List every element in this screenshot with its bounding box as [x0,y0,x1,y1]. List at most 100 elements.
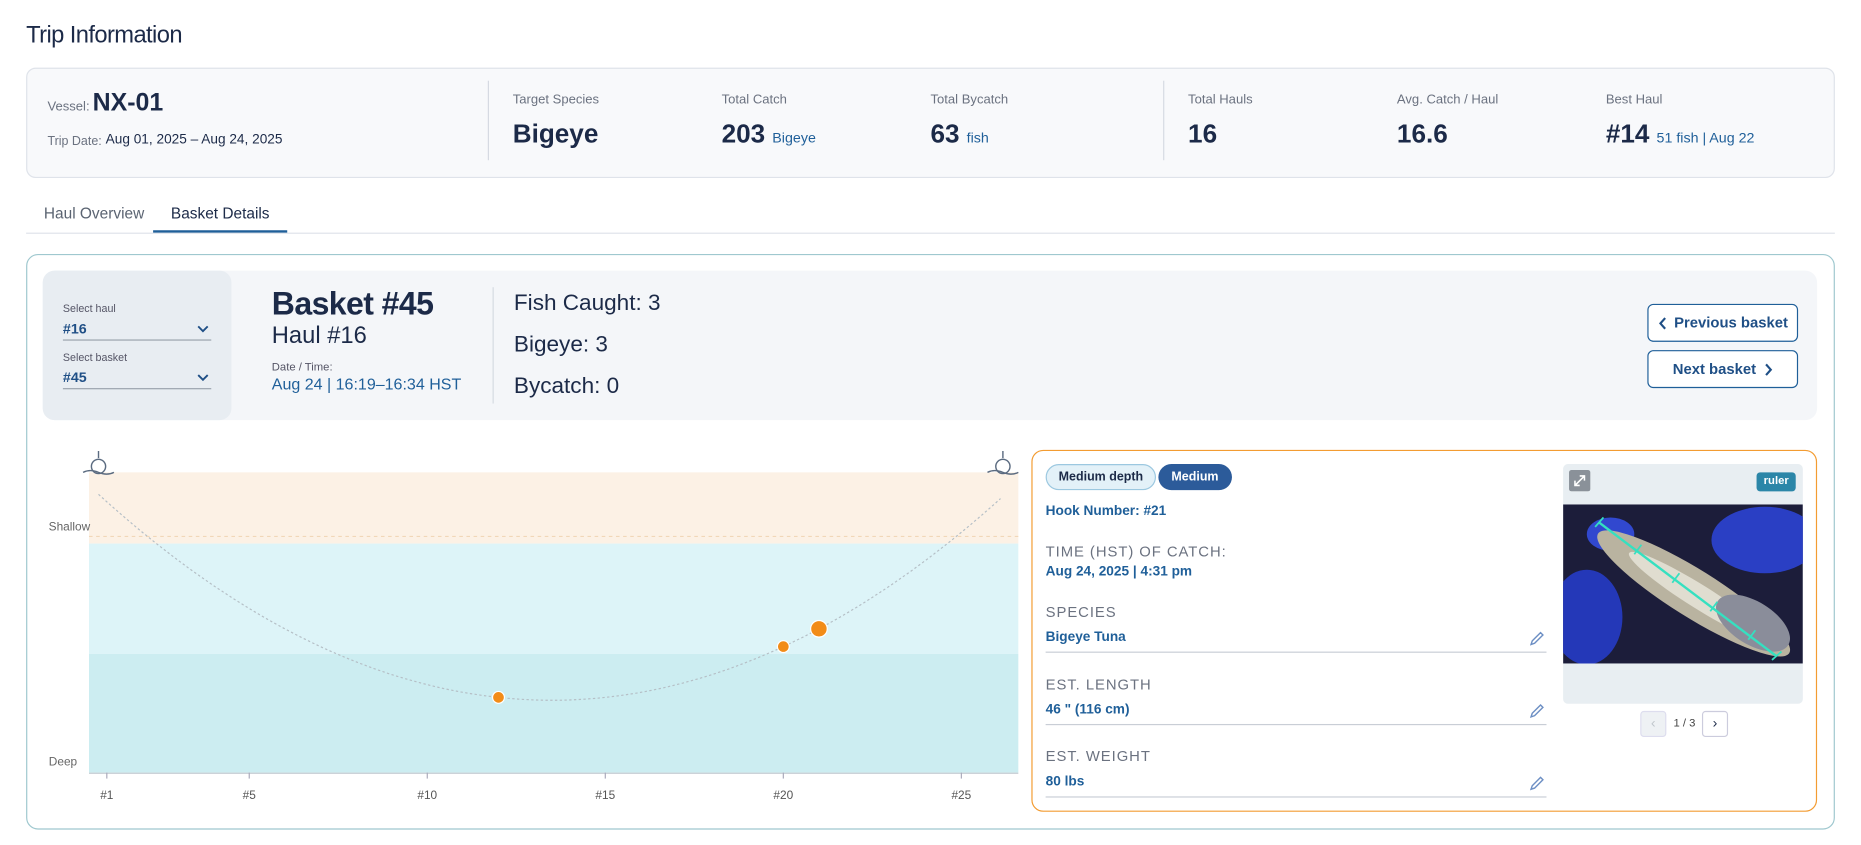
stat-number: 16 [1188,118,1218,149]
button-label: Next basket [1672,360,1757,378]
chevron [197,325,209,333]
vessel-label: Vessel: [47,99,90,114]
basket-title: Basket #45 [271,286,434,322]
depth-tag: Medium depth [1045,464,1157,491]
stat-label: Target Species [512,92,600,107]
count: Fish Caught: 3 [513,290,661,316]
field-label: EST. LENGTH [1045,676,1152,694]
stat-label: Total Hauls [1188,92,1253,107]
catch-card [1031,449,1818,812]
field-rule [1045,651,1547,653]
tab-rule [26,232,1835,234]
button-label: Previous basket [1674,314,1788,332]
stat-number: 203 [721,118,766,149]
field-label: SPECIES [1045,604,1117,621]
select-value: #16 [62,320,87,338]
stat-number: 16.6 [1396,118,1448,149]
stat-number: Bigeye [512,118,599,149]
divider [487,80,489,161]
x-tick-label: #1 [100,788,114,802]
field-value: 80 lbs [1045,775,1085,790]
field-value: Aug 24, 2025 | 4:31 pm [1045,564,1193,580]
pager: 1 / 3 [1673,716,1696,730]
count: Bigeye: 3 [513,332,608,358]
trip-date-label: Trip Date: [47,134,102,149]
x-tick-label: #10 [417,788,437,802]
chevron [197,374,209,382]
next-image[interactable]: › [1701,710,1729,738]
depth-label: Deep [49,755,78,769]
stat-value: 63 fish [930,119,988,150]
float-right [987,451,1019,475]
image-tag: ruler [1756,472,1796,492]
basket-panel [26,253,1835,830]
stat-value: 16 [1188,119,1217,150]
field-label: EST. WEIGHT [1045,747,1151,765]
count: Bycatch: 0 [513,373,620,399]
stat-unit: Bigeye [772,129,816,146]
stat-value: Bigeye [513,119,599,150]
catch-photo [1563,504,1803,664]
next-button[interactable]: Next basket [1647,350,1799,389]
x-tick-label: #25 [951,788,971,802]
selector-box [42,270,232,421]
stat-value: #14 51 fish | Aug 22 [1606,119,1755,150]
field-rule [1045,723,1547,726]
x-tick-label: #20 [773,788,793,802]
mid-band [89,543,1019,654]
size-tag: Medium [1158,464,1232,491]
page-title: Trip Information [26,22,182,49]
field-rule [1045,796,1547,798]
field-label: TIME (HST) OF CATCH: [1045,543,1227,561]
trip-date-value: Aug 01, 2025 – Aug 24, 2025 [105,132,283,148]
basket-haul: Haul #16 [271,322,367,349]
date-label: Date / Time: [271,360,333,374]
vessel-value: NX-01 [92,89,164,117]
date-value: Aug 24 | 16:19–16:34 HST [271,375,462,393]
deep-band [89,653,1019,773]
select-label: Select basket [62,351,128,364]
shallow-band [89,472,1019,544]
float-left [82,451,115,475]
select-label: Select haul [62,302,116,315]
select-basket[interactable]: #45 [62,369,212,390]
hook-number: Hook Number: #21 [1045,504,1167,519]
tab-indicator [153,230,288,233]
select-haul[interactable]: #16 [62,320,212,341]
chevron-right [1764,363,1772,376]
edit-icon[interactable] [1529,630,1546,647]
stat-number: #14 [1605,118,1650,149]
chevron-left [1658,316,1666,329]
stat-unit: 51 fish | Aug 22 [1656,129,1755,146]
stat-value: 16.6 [1397,119,1448,150]
hook-chart: Shallow Deep #1 #5 #10 #15 #20 #25 [49,451,1019,802]
previous-button[interactable]: Previous basket [1647,303,1799,342]
stat-number: 63 [930,118,960,149]
expand-button[interactable] [1569,469,1591,492]
catch-point [810,619,828,638]
edit-icon[interactable] [1529,775,1546,792]
field-value: 46 " (116 cm) [1045,702,1130,717]
depth-label: Shallow [49,520,91,534]
stat-label: Total Catch [721,92,787,107]
divider [1163,80,1165,161]
stat-label: Avg. Catch / Haul [1396,92,1499,107]
basket-header [42,270,1818,421]
trip-summary [26,67,1835,179]
tab[interactable]: Haul Overview [43,204,145,222]
edit-icon[interactable] [1529,703,1546,720]
field-value: Bigeye Tuna [1045,630,1126,645]
stat-label: Total Bycatch [930,92,1009,107]
x-tick-label: #15 [595,788,615,802]
x-tick-label: #5 [243,788,257,802]
select-value: #45 [62,369,87,386]
stat-unit: fish [966,129,989,146]
stat-label: Best Haul [1605,92,1663,107]
catch-point [491,690,506,704]
stat-value: 203 Bigeye [722,119,816,150]
prev-image[interactable]: ‹ [1640,710,1667,738]
tab[interactable]: Basket Details [170,204,270,222]
catch-point [776,640,790,654]
divider [492,287,494,404]
